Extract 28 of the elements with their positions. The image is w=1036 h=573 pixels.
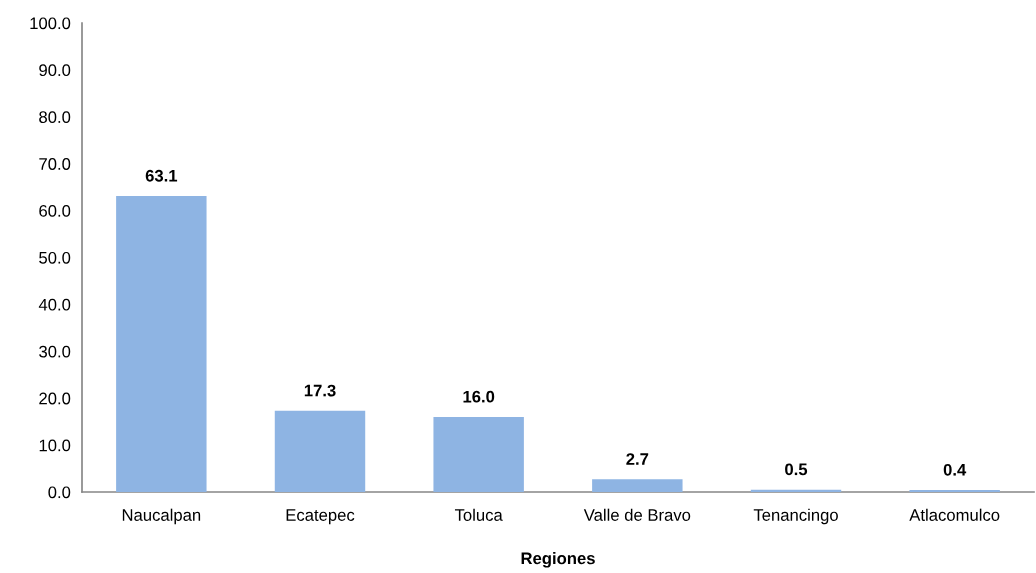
y-tick-label: 0.0 (48, 486, 71, 499)
x-tick-label: Toluca (454, 508, 503, 521)
data-label: 0.4 (943, 463, 967, 476)
x-tick-label: Ecatepec (286, 509, 355, 525)
x-tick-label: Tenancingo (753, 508, 838, 525)
data-label: 16.0 (463, 390, 495, 403)
data-label: 0.5 (785, 463, 808, 476)
y-tick-label: 60.0 (39, 205, 71, 217)
x-tick-label: Valle de Bravo (583, 508, 691, 521)
y-tick-label: 20.0 (39, 392, 71, 405)
x-tick-label: Atlacomulco (909, 508, 1000, 521)
y-tick-label: 10.0 (39, 439, 71, 452)
x-tick-label: Naucalpan (122, 508, 201, 525)
bar (433, 416, 524, 492)
data-label: 2.7 (626, 453, 649, 465)
bar (592, 479, 683, 492)
y-tick-label: 40.0 (38, 298, 71, 311)
y-tick-label: 80.0 (39, 111, 71, 123)
bar (274, 410, 366, 492)
data-label: 17.3 (304, 384, 336, 397)
x-axis-title: Regiones (521, 551, 595, 568)
y-tick-label: 90.0 (39, 64, 71, 77)
y-tick-label: 70.0 (39, 158, 71, 170)
y-tick-label: 100.0 (30, 17, 71, 30)
bar (116, 196, 207, 492)
data-label: 63.1 (145, 169, 178, 182)
y-tick-label: 50.0 (39, 251, 71, 264)
y-tick-label: 30.0 (39, 345, 71, 358)
